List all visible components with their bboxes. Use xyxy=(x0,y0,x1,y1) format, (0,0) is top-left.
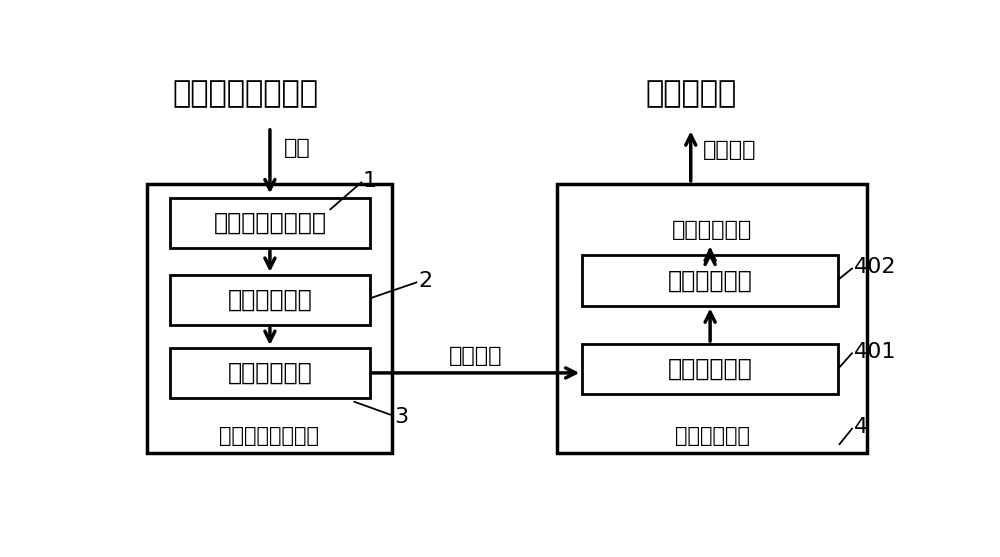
Text: 行人等候区域检测: 行人等候区域检测 xyxy=(219,427,319,447)
Text: 信号控制装置: 信号控制装置 xyxy=(675,427,750,447)
Bar xyxy=(147,184,392,453)
Bar xyxy=(582,256,838,306)
Bar xyxy=(170,275,370,325)
Text: 二维激光雷达设备: 二维激光雷达设备 xyxy=(213,211,326,234)
Bar xyxy=(557,184,867,453)
Text: 数据接收模块: 数据接收模块 xyxy=(668,357,753,381)
Text: 检测: 检测 xyxy=(284,138,311,158)
Text: 数据发送模块: 数据发送模块 xyxy=(228,361,312,385)
Text: 2: 2 xyxy=(418,271,432,291)
Text: 控制处理模块: 控制处理模块 xyxy=(668,268,753,292)
Text: 信号传输: 信号传输 xyxy=(449,346,503,366)
Text: 3: 3 xyxy=(395,407,409,427)
Text: 4: 4 xyxy=(854,417,868,437)
Text: 信号时长设定: 信号时长设定 xyxy=(672,220,753,240)
Text: 1: 1 xyxy=(363,171,377,191)
Text: 行人出现状态检测: 行人出现状态检测 xyxy=(172,79,318,108)
Text: 切换信号灯: 切换信号灯 xyxy=(645,79,736,108)
Text: 信号输出: 信号输出 xyxy=(702,140,756,160)
Bar xyxy=(170,198,370,248)
Text: 数据处理模块: 数据处理模块 xyxy=(228,288,312,312)
Bar xyxy=(170,348,370,398)
Text: 401: 401 xyxy=(854,342,896,361)
Bar xyxy=(582,344,838,394)
Text: 402: 402 xyxy=(854,257,896,277)
